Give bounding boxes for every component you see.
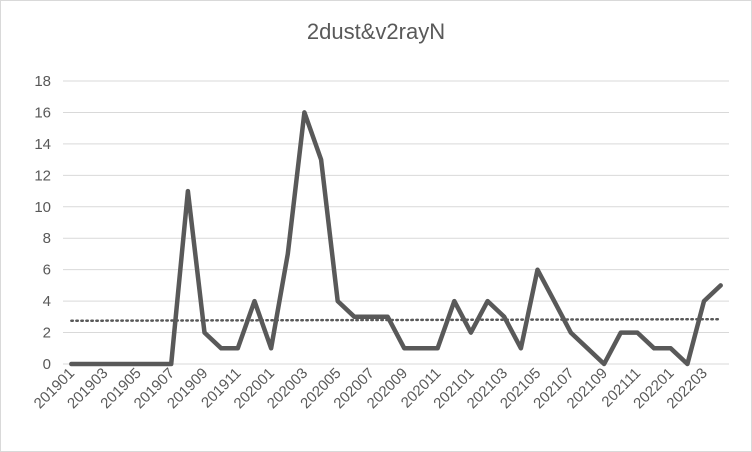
y-tick-label: 18 <box>34 73 51 90</box>
y-tick-label: 12 <box>34 167 51 184</box>
y-tick-label: 0 <box>43 356 51 373</box>
y-tick-label: 4 <box>43 293 51 310</box>
trendline <box>70 317 722 323</box>
y-tick-label: 6 <box>43 262 51 279</box>
y-tick-label: 8 <box>43 230 51 247</box>
y-tick-label: 14 <box>34 136 51 153</box>
trendline-group <box>70 317 722 323</box>
series-group <box>69 110 723 367</box>
y-tick-label: 2 <box>43 325 51 342</box>
series-line <box>69 110 723 367</box>
y-axis-ticks: 0 2 4 6 8 10 12 14 16 18 <box>34 73 51 373</box>
y-tick-label: 16 <box>34 104 51 121</box>
chart-title: 2dust&v2rayN <box>306 19 446 44</box>
y-tick-label: 10 <box>34 199 51 216</box>
x-axis-ticks: 2019012019032019052019072019092019112020… <box>31 365 711 412</box>
